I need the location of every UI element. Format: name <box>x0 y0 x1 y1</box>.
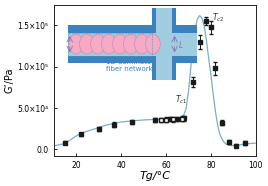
Text: $T_{c2}$: $T_{c2}$ <box>212 12 225 24</box>
Y-axis label: G’/Pa: G’/Pa <box>5 68 15 93</box>
X-axis label: Tg/°C: Tg/°C <box>139 171 170 181</box>
Text: $T_{c1}$: $T_{c1}$ <box>175 94 187 106</box>
